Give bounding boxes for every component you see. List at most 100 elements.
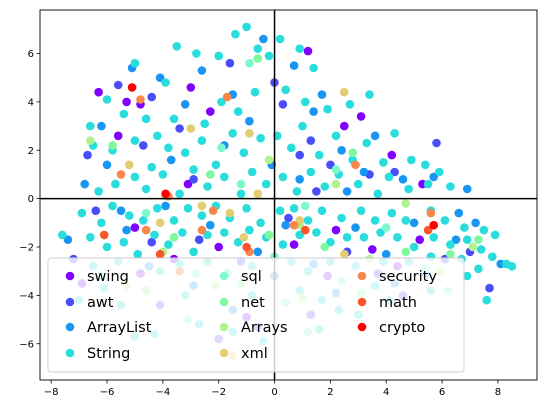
point-sql [381,223,391,232]
point-net [401,247,411,257]
point-String [164,143,173,153]
x-tick-label: 8 [495,387,501,398]
point-net [264,230,274,240]
point-String [211,160,221,170]
x-axis-ticks: −8 −6 −4 −2 0 2 4 6 8 [44,380,501,398]
point-String [317,206,327,215]
point-String [298,121,307,131]
x-tick-label: 0 [271,387,277,398]
point-swing [206,107,215,116]
point-String [141,114,151,124]
point-ArrayList [161,201,170,211]
legend-label-sql: sql [241,269,262,285]
point-String [429,233,439,242]
point-String [86,233,95,242]
point-String [169,216,179,225]
point-swing [122,97,131,107]
point-security [208,206,218,215]
point-net [108,141,117,150]
point-String [278,172,288,182]
point-String [331,131,341,141]
point-xml [225,208,235,218]
point-String [203,230,212,240]
point-ArrayList [206,220,215,230]
y-tick-label: 4 [28,97,34,108]
point-String [250,87,260,97]
point-String [393,233,402,242]
point-swing [186,83,196,92]
point-net [253,54,263,63]
point-String [359,233,369,242]
point-sql [236,179,246,189]
point-ArrayList [253,247,263,257]
point-String [164,240,173,249]
point-String [147,162,156,172]
y-tick-label: −4 [19,291,34,302]
point-String [295,44,305,53]
point-net [320,242,330,252]
point-String [281,85,291,95]
legend-marker-net [219,297,229,307]
point-ArrayList [289,61,299,70]
point-sql [141,208,151,218]
point-ArrayList [122,225,131,235]
point-net [169,233,179,242]
point-String [345,100,355,109]
point-String [220,228,229,237]
point-String [245,225,254,235]
legend-label-net: net [241,295,265,311]
point-security [426,208,436,218]
point-String [233,107,243,116]
point-String [150,230,159,240]
point-ArrayList [370,131,380,141]
point-ArrayList [245,116,254,126]
point-swing [183,179,193,189]
point-awt [312,187,321,196]
point-xml [125,160,134,170]
point-Arrays [331,179,341,189]
point-String [446,240,455,249]
point-xml [186,124,196,133]
point-swing [368,245,377,254]
point-String [130,136,140,145]
point-String [362,138,372,148]
x-tick-label: −6 [100,387,115,398]
point-String [203,182,212,191]
point-swing [303,46,313,56]
point-String [231,29,240,39]
point-String [390,129,399,138]
point-awt [432,138,441,148]
point-String [119,109,129,119]
point-String [446,182,455,191]
point-String [354,179,363,189]
point-Arrays [401,199,411,208]
point-ArrayList [180,100,190,109]
point-String [287,143,296,153]
point-net [474,235,483,244]
point-String [289,204,299,213]
point-sql [301,201,310,211]
point-String [139,216,148,225]
point-String [236,189,246,199]
point-crypto [161,189,170,199]
point-xml [253,189,263,199]
point-swing [387,150,397,160]
point-ArrayList [337,146,346,155]
point-security [116,170,126,179]
point-crypto [429,220,439,230]
legend-label-security: security [379,269,437,285]
point-String [58,230,67,240]
point-String [256,133,265,143]
point-String [474,264,483,274]
point-String [189,165,198,174]
point-ArrayList [102,160,112,170]
point-ArrayList [116,206,126,215]
point-awt [390,167,399,177]
point-String [387,208,397,218]
point-String [217,97,226,107]
legend-box [47,257,465,373]
point-String [507,262,517,271]
point-xml [197,201,207,211]
point-String [214,51,223,61]
